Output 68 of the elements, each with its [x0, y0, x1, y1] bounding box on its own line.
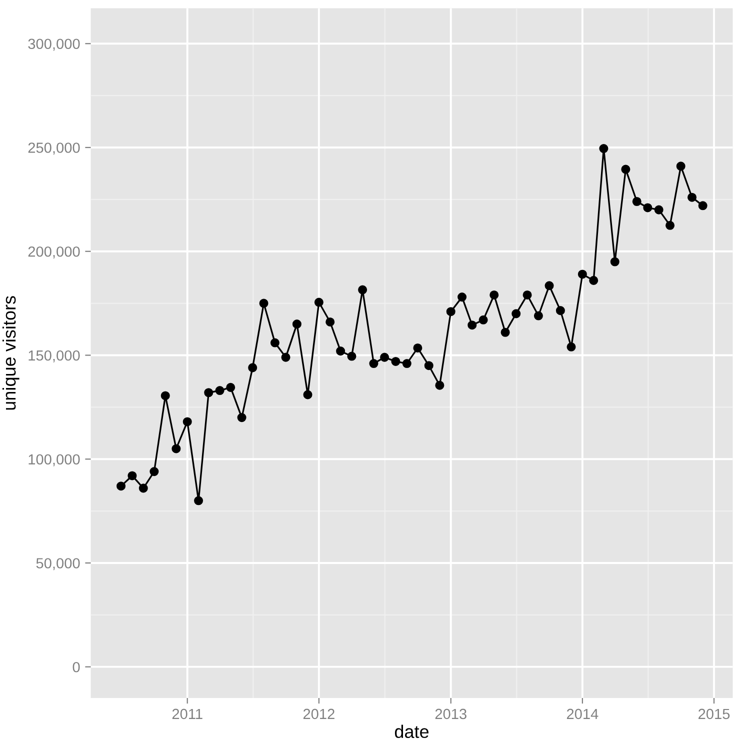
- point: [522, 290, 532, 300]
- point: [116, 482, 126, 491]
- point: [698, 201, 708, 210]
- y-tick-label: 150,000: [28, 350, 80, 362]
- point: [688, 192, 697, 202]
- point: [358, 285, 368, 294]
- point: [194, 496, 204, 506]
- point: [500, 328, 510, 337]
- point: [204, 388, 214, 398]
- y-tick-label: 0: [72, 662, 80, 672]
- point: [413, 343, 422, 352]
- point: [589, 276, 598, 285]
- point: [369, 359, 378, 368]
- point: [578, 270, 587, 279]
- point: [281, 352, 290, 362]
- y-tick-label: 250,000: [28, 142, 80, 155]
- x-tick-label: 2011: [172, 708, 202, 720]
- x-tick-label: 2014: [566, 708, 598, 720]
- y-tick-label: 100,000: [28, 454, 80, 466]
- point: [478, 315, 488, 324]
- point: [666, 220, 675, 230]
- point: [259, 298, 268, 308]
- point: [468, 320, 477, 330]
- point: [160, 391, 170, 400]
- point: [402, 359, 412, 368]
- x-tick-label: 2015: [698, 708, 730, 720]
- point: [446, 307, 456, 316]
- y-tick-label: 50,000: [36, 558, 80, 570]
- point: [512, 309, 521, 318]
- point: [326, 317, 335, 327]
- point: [599, 144, 608, 154]
- point: [654, 205, 664, 214]
- point: [172, 444, 181, 454]
- point: [435, 380, 444, 390]
- point: [292, 320, 302, 329]
- point: [336, 346, 346, 356]
- point: [128, 471, 137, 480]
- x-tick-label: 2012: [303, 708, 334, 720]
- point: [544, 281, 554, 290]
- y-tick-label: 200,000: [28, 246, 80, 259]
- point: [226, 382, 236, 392]
- point: [380, 352, 390, 362]
- point: [632, 196, 642, 206]
- point: [610, 257, 620, 266]
- point: [270, 338, 280, 348]
- point: [303, 390, 312, 400]
- point: [534, 311, 543, 320]
- point: [566, 342, 576, 352]
- point: [643, 203, 652, 212]
- point: [391, 356, 400, 366]
- point: [150, 467, 159, 476]
- y-tick-label: 300,000: [28, 38, 80, 51]
- point: [347, 352, 356, 361]
- point: [182, 417, 192, 426]
- point: [237, 413, 246, 422]
- point: [248, 363, 258, 372]
- point: [621, 164, 630, 174]
- point: [458, 292, 467, 302]
- point: [676, 162, 686, 171]
- point: [138, 484, 148, 493]
- x-axis-title: date: [394, 724, 429, 738]
- point: [490, 290, 499, 300]
- x-tick-label: 2013: [435, 708, 466, 720]
- point: [314, 298, 324, 307]
- point: [556, 306, 565, 316]
- y-axis-title: unique visitors: [2, 296, 20, 410]
- point: [424, 361, 434, 370]
- point: [215, 386, 224, 396]
